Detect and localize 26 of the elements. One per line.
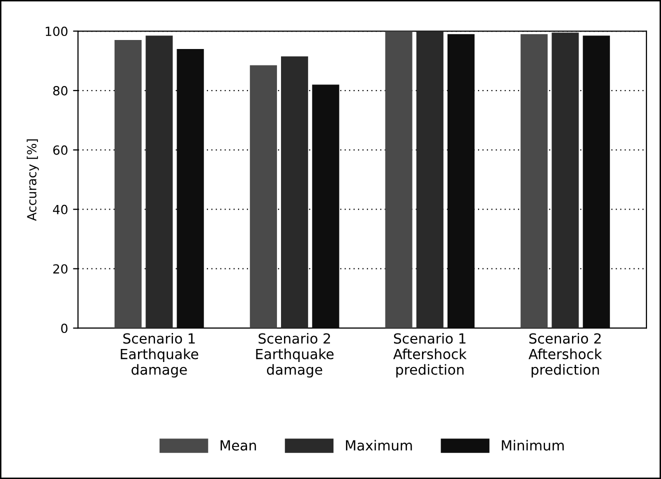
- bar: [281, 56, 308, 328]
- bar: [312, 84, 340, 328]
- bar: [447, 34, 475, 328]
- bar: [520, 34, 548, 328]
- legend-label: Minimum: [502, 440, 564, 451]
- y-tick-label: 100: [46, 26, 68, 36]
- bar: [114, 40, 142, 328]
- y-tick-label: 40: [52, 204, 68, 214]
- y-tick-label: 60: [53, 145, 68, 155]
- y-tick-label: 20: [53, 264, 68, 274]
- bar: [385, 31, 412, 328]
- y-tick-label: 80: [53, 86, 68, 96]
- legend-label: Mean: [220, 440, 256, 451]
- y-axis-title: Accuracy [%]: [26, 139, 39, 221]
- bar: [552, 32, 579, 328]
- x-tick-label: Scenario 2 Earthquake damage: [256, 332, 334, 378]
- bar: [176, 48, 204, 328]
- x-tick-label: Scenario 1 Earthquake damage: [120, 332, 198, 378]
- x-tick-label: Scenario 2 Aftershock prediction: [528, 332, 602, 378]
- y-tick-label: 0: [61, 324, 68, 334]
- bar: [582, 36, 610, 328]
- bar: [250, 65, 277, 328]
- legend-label: Maximum: [346, 440, 412, 451]
- x-tick-label: Scenario 1 Aftershock prediction: [393, 332, 467, 378]
- bar: [146, 36, 173, 328]
- bar: [416, 31, 444, 328]
